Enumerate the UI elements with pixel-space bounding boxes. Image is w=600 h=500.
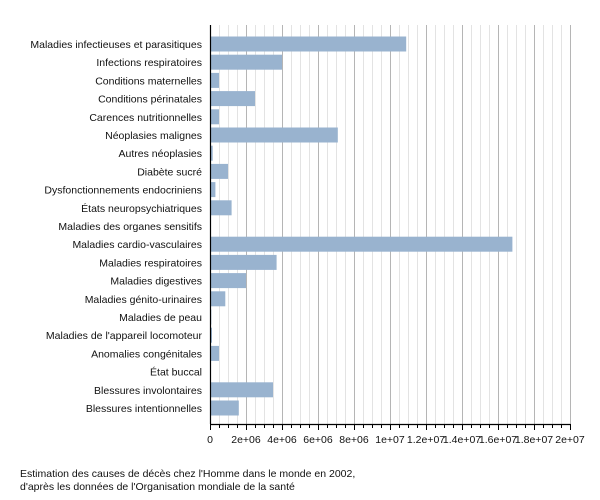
bar <box>210 291 226 307</box>
bar-chart: Maladies infectieuses et parasitiques Inf… <box>30 25 585 446</box>
category-label: Blessures intentionnelles <box>86 403 202 415</box>
x-tick-label: 1e+07 <box>375 434 405 446</box>
category-label: États neuropsychiatriques <box>81 202 202 215</box>
category-label: Anomalies congénitales <box>91 348 202 360</box>
x-tick-label: 1.4e+07 <box>443 434 481 446</box>
category-label: Maladies respiratoires <box>99 257 202 269</box>
category-label: État buccal <box>150 366 202 379</box>
bar <box>210 400 239 416</box>
bar <box>210 273 246 289</box>
bar <box>210 182 216 198</box>
axes <box>209 25 571 430</box>
caption-line-2: d'après les données de l'Organisation mo… <box>20 481 295 493</box>
x-tick-label: 6e+06 <box>303 434 333 446</box>
bar <box>210 127 338 143</box>
bar <box>210 254 277 270</box>
category-labels: Maladies infectieuses et parasitiques Inf… <box>30 39 202 415</box>
gridlines <box>219 25 571 424</box>
category-label: Maladies génito-urinaires <box>85 294 202 306</box>
bar <box>210 345 219 361</box>
x-tick-label: 0 <box>207 434 213 446</box>
category-label: Maladies de l'appareil locomoteur <box>46 330 203 342</box>
x-tick-label: 2e+07 <box>555 434 585 446</box>
category-label: Carences nutritionnelles <box>89 112 202 124</box>
category-label: Maladies cardio-vasculaires <box>72 239 202 251</box>
x-tick-label: 1.6e+07 <box>479 434 517 446</box>
x-tick-label: 1.2e+07 <box>407 434 445 446</box>
bar <box>210 91 255 107</box>
bar <box>210 163 228 179</box>
category-label: Dysfonctionnements endocriniens <box>44 185 202 197</box>
bar <box>210 382 273 398</box>
bar <box>210 72 219 88</box>
category-label: Blessures involontaires <box>94 385 202 397</box>
category-label: Conditions périnatales <box>98 94 202 106</box>
x-tick-labels: 0 2e+06 4e+06 6e+06 8e+06 1e+07 1.2e+071.4e+07… <box>207 434 585 446</box>
bars <box>210 36 513 416</box>
category-label: Infections respiratoires <box>96 57 202 69</box>
bar <box>210 200 232 216</box>
category-label: Maladies de peau <box>119 312 202 324</box>
category-label: Maladies des organes sensitifs <box>58 221 202 233</box>
category-label: Autres néoplasies <box>119 148 202 160</box>
x-tick-label: 2e+06 <box>231 434 261 446</box>
category-label: Néoplasies malignes <box>105 130 202 142</box>
x-tick-label: 1.8e+07 <box>515 434 553 446</box>
bar <box>210 54 282 70</box>
category-label: Diabète sucré <box>137 166 202 178</box>
category-label: Maladies infectieuses et parasitiques <box>30 39 202 51</box>
chart-caption: Estimation des causes de décès chez l'Ho… <box>20 468 355 494</box>
bar <box>210 236 513 252</box>
x-tick-label: 4e+06 <box>267 434 297 446</box>
x-tick-label: 8e+06 <box>339 434 369 446</box>
bar <box>210 145 213 161</box>
caption-line-1: Estimation des causes de décès chez l'Ho… <box>20 468 356 480</box>
category-label: Conditions maternelles <box>95 75 202 87</box>
category-label: Maladies digestives <box>110 276 202 288</box>
bar <box>210 109 219 125</box>
bar <box>210 36 407 52</box>
